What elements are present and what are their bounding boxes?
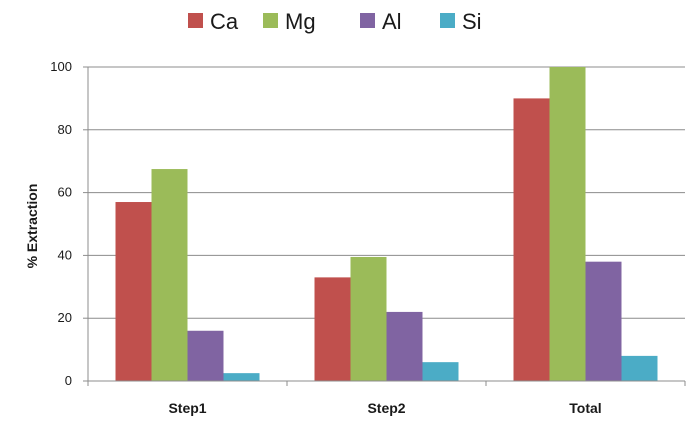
legend-label-mg: Mg	[285, 9, 316, 34]
legend-label-ca: Ca	[210, 9, 239, 34]
x-tick-label: Step1	[168, 400, 206, 416]
bar-ca-step2	[314, 277, 351, 381]
y-tick-label: 40	[58, 247, 72, 262]
legend-swatch-mg	[263, 13, 278, 28]
bar-al-total	[585, 261, 622, 381]
legend-label-si: Si	[462, 9, 482, 34]
x-tick-label: Step2	[367, 400, 405, 416]
bar-si-step2	[422, 362, 459, 381]
y-tick-labels: 0 20 40 60 80 100	[50, 59, 72, 388]
y-tick-label: 20	[58, 310, 72, 325]
y-axis-label: % Extraction	[24, 184, 40, 269]
y-tick-label: 100	[50, 59, 72, 74]
bar-ca-total	[513, 98, 550, 382]
bar-si-total	[621, 355, 658, 381]
y-tick-label: 60	[58, 185, 72, 200]
bar-al-step1	[187, 330, 224, 381]
bar-si-step1	[223, 373, 260, 381]
bar-ca-step1	[115, 202, 152, 381]
y-tick-label: 0	[65, 373, 72, 388]
bars	[115, 67, 658, 382]
legend-swatch-ca	[188, 13, 203, 28]
x-tick-label: Total	[569, 400, 601, 416]
y-tick-label: 80	[58, 122, 72, 137]
axes	[83, 66, 686, 386]
legend-label-al: Al	[382, 9, 402, 34]
legend-swatch-al	[360, 13, 375, 28]
x-tick-labels: Step1 Step2 Total	[168, 400, 601, 416]
legend: Ca Mg Al Si	[188, 9, 482, 34]
bar-mg-step2	[350, 256, 387, 381]
bar-mg-step1	[151, 169, 188, 381]
legend-swatch-si	[440, 13, 455, 28]
bar-al-step2	[386, 311, 423, 381]
bar-mg-total	[549, 67, 586, 381]
